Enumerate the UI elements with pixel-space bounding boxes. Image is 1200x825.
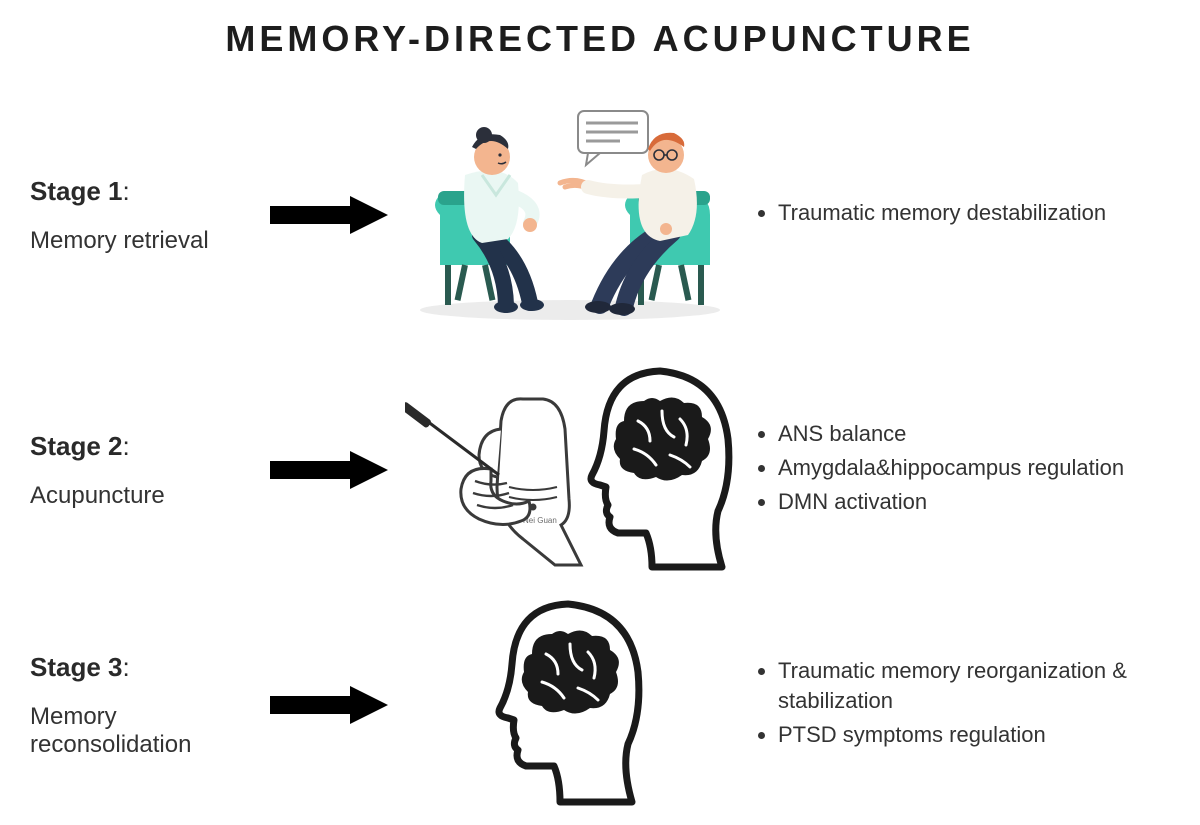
page-title: MEMORY-DIRECTED ACUPUNCTURE: [0, 0, 1200, 60]
stage-2-arrow: [260, 445, 400, 495]
stage-3-bullets: Traumatic memory reorganization & stabil…: [740, 656, 1200, 753]
stage-1-illustration: [400, 105, 740, 325]
therapy-session-icon: [410, 105, 730, 325]
stage-2-desc: Acupuncture: [30, 482, 260, 510]
stage-1-bullets: Traumatic memory destabilization: [740, 198, 1200, 232]
stage-1-prefix: Stage 1: [30, 176, 123, 206]
stage-3-illustration: [400, 600, 740, 810]
stage-2-bullet-1: Amygdala&hippocampus regulation: [778, 453, 1200, 483]
arrow-right-icon: [270, 680, 390, 730]
stage-3-prefix: Stage 3: [30, 652, 123, 682]
stage-3-bullet-0: Traumatic memory reorganization & stabil…: [778, 656, 1200, 715]
stage-2-bullets: ANS balance Amygdala&hippocampus regulat…: [740, 419, 1200, 520]
arrow-right-icon: [270, 445, 390, 495]
stage-2-prefix: Stage 2: [30, 431, 123, 461]
stage-1-colon: :: [123, 176, 130, 206]
stage-1-label-block: Stage 1: Memory retrieval: [0, 176, 260, 255]
stage-3-arrow: [260, 680, 400, 730]
stage-2-colon: :: [123, 431, 130, 461]
stage-3-row: Stage 3: Memory reconsolidation Traumati…: [0, 600, 1200, 810]
stage-2-bullet-0: ANS balance: [778, 419, 1200, 449]
stage-2-label-block: Stage 2: Acupuncture: [0, 431, 260, 510]
stage-3-label-block: Stage 3: Memory reconsolidation: [0, 652, 260, 759]
stage-3-heading: Stage 3:: [30, 652, 260, 683]
stage-1-heading: Stage 1:: [30, 176, 260, 207]
stage-1-row: Stage 1: Memory retrieval: [0, 100, 1200, 330]
stage-1-bullet-0: Traumatic memory destabilization: [778, 198, 1200, 228]
stage-1-desc: Memory retrieval: [30, 227, 260, 255]
acupuncture-hand-and-head-icon: Nei Guan: [405, 365, 735, 575]
stage-1-arrow: [260, 190, 400, 240]
arrow-right-icon: [270, 190, 390, 240]
stage-3-desc: Memory reconsolidation: [30, 703, 260, 759]
stage-2-illustration: Nei Guan: [400, 365, 740, 575]
head-brain-icon: [470, 600, 670, 810]
stage-2-row: Stage 2: Acupuncture: [0, 360, 1200, 580]
stage-3-bullet-1: PTSD symptoms regulation: [778, 720, 1200, 750]
stage-3-colon: :: [123, 652, 130, 682]
stage-2-heading: Stage 2:: [30, 431, 260, 462]
stage-2-bullet-2: DMN activation: [778, 487, 1200, 517]
